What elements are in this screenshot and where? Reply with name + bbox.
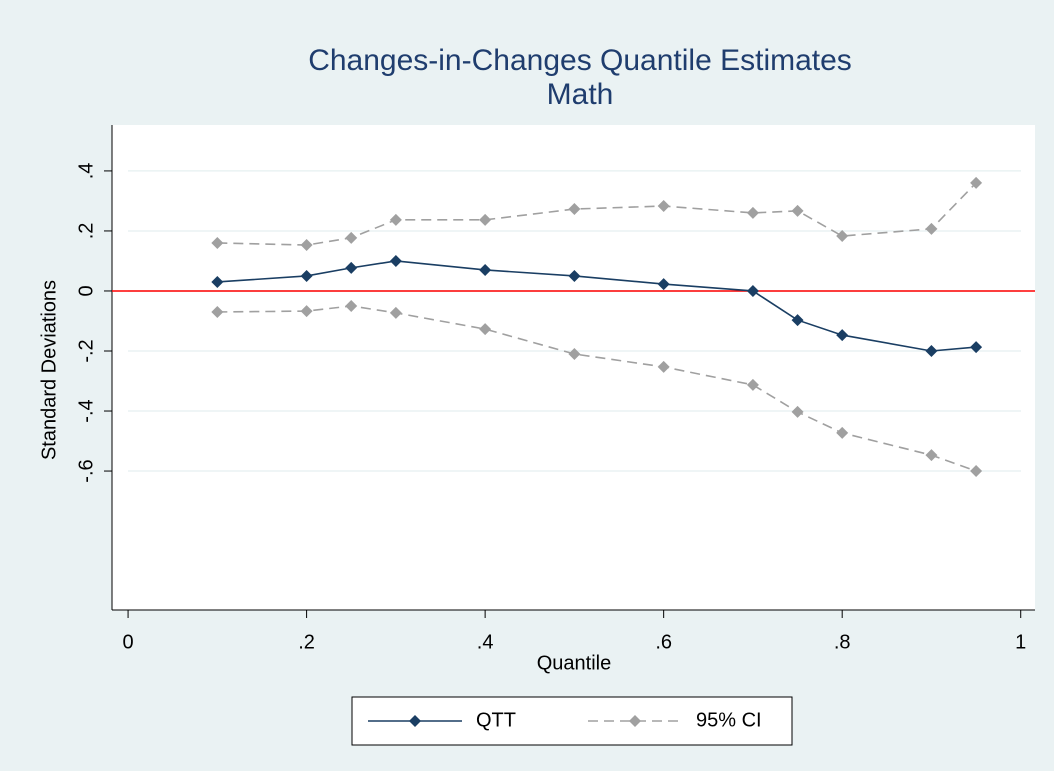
chart-title: Changes-in-Changes Quantile Estimates [308, 44, 852, 77]
y-tick-label: 0 [75, 285, 97, 296]
data-point [211, 305, 224, 318]
series-line [217, 305, 977, 472]
data-point [568, 347, 581, 360]
data-point [345, 299, 358, 312]
data-point [300, 305, 313, 318]
legend-marker [409, 715, 421, 727]
data-point [970, 465, 983, 478]
legend-label: 95% CI [696, 709, 762, 731]
data-point [479, 323, 492, 336]
y-tick-label: .2 [75, 223, 97, 240]
legend-label: QTT [476, 709, 516, 731]
plot-area [112, 125, 1035, 610]
y-tick-label: .4 [75, 163, 97, 180]
data-point [211, 236, 224, 249]
data-point [970, 176, 983, 189]
data-point [300, 239, 313, 252]
legend-marker [629, 715, 641, 727]
data-point [925, 344, 938, 357]
series-line [217, 182, 977, 246]
data-point [389, 213, 402, 226]
data-point [657, 278, 670, 291]
data-point [479, 213, 492, 226]
data-point [836, 329, 849, 342]
data-point [925, 222, 938, 235]
x-tick-label: .6 [655, 631, 672, 653]
data-point [657, 360, 670, 373]
y-tick-label: -.4 [75, 399, 97, 422]
x-tick-label: .4 [477, 631, 494, 653]
y-axis-title: Standard Deviations [38, 280, 60, 460]
data-point [791, 314, 804, 327]
data-point [791, 204, 804, 217]
data-point [970, 341, 983, 354]
data-point [836, 230, 849, 243]
data-point [345, 231, 358, 244]
y-tick-label: -.2 [75, 339, 97, 362]
data-point [746, 284, 759, 297]
x-tick-label: .2 [298, 631, 315, 653]
data-point [300, 269, 313, 282]
data-point [568, 269, 581, 282]
data-point [568, 203, 581, 216]
series-line [217, 260, 977, 352]
data-point [389, 254, 402, 267]
x-tick-label: .8 [834, 631, 851, 653]
data-point [657, 200, 670, 213]
data-point [211, 275, 224, 288]
data-point [746, 378, 759, 391]
x-tick-label: 1 [1015, 631, 1026, 653]
x-tick-label: 0 [123, 631, 134, 653]
data-point [791, 405, 804, 418]
chart-subtitle: Math [547, 78, 614, 111]
data-point [746, 206, 759, 219]
data-point [345, 261, 358, 274]
y-tick-label: -.6 [75, 459, 97, 482]
data-point [479, 263, 492, 276]
x-axis-title: Quantile [537, 652, 612, 674]
data-point [925, 449, 938, 462]
data-point [389, 306, 402, 319]
data-point [836, 426, 849, 439]
